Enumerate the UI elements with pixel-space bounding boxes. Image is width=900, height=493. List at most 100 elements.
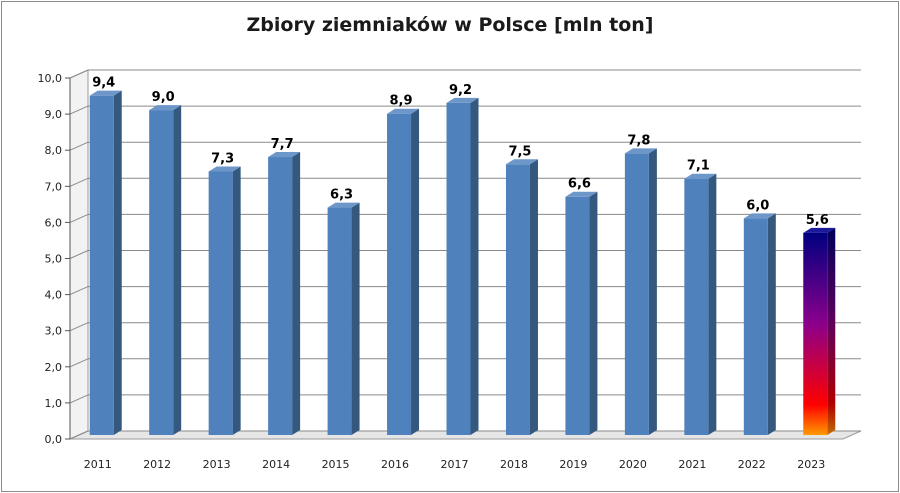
bar-2022: 6,0 [743, 198, 776, 435]
y-tick-label: 1,0 [45, 397, 63, 410]
bar-top [149, 105, 182, 111]
bar-2015: 6,3 [327, 188, 360, 435]
gridline-side [69, 213, 89, 223]
data-label: 7,5 [508, 144, 531, 159]
bar-top [268, 152, 301, 158]
bar-front [89, 95, 114, 435]
bar-side [708, 173, 717, 435]
x-tick-label: 2020 [619, 458, 647, 471]
bar-top [565, 191, 598, 197]
bar-side [113, 90, 122, 435]
x-tick-label: 2013 [203, 458, 231, 471]
data-label: 7,3 [211, 151, 234, 166]
bar-top [387, 108, 420, 114]
x-tick-label: 2016 [381, 458, 409, 471]
bar-2018: 7,5 [505, 144, 538, 435]
bar-2019: 6,6 [565, 177, 598, 435]
gridline-side [69, 358, 89, 368]
data-label: 6,6 [568, 177, 591, 192]
bar-top [803, 227, 836, 233]
bar-side [411, 108, 420, 436]
y-tick-label: 4,0 [45, 289, 63, 302]
x-tick-label: 2022 [738, 458, 766, 471]
bar-2016: 8,9 [387, 94, 420, 436]
bar-front [565, 196, 590, 435]
gridline-side [69, 322, 89, 332]
bar-2017: 9,2 [446, 83, 479, 435]
gridline-side [69, 286, 89, 296]
gridline-side [69, 177, 89, 187]
x-tick-label: 2014 [262, 458, 290, 471]
y-tick-label: 6,0 [45, 216, 63, 229]
bar-front [268, 157, 293, 435]
bar-2023: 5,6 [803, 213, 836, 435]
data-label: 7,7 [271, 137, 294, 152]
bars: 9,4 9,0 7,3 7,7 6,3 8,9 9,2 7,5 6,6 7,8 7,1 6,0 5,6 [89, 76, 836, 436]
bar-front [684, 178, 709, 435]
bar-side [173, 105, 182, 435]
bar-2014: 7,7 [268, 137, 301, 435]
bar-front [624, 153, 649, 436]
gridline-side [69, 105, 89, 115]
y-tick-label: 5,0 [45, 253, 63, 266]
bar-side [292, 152, 301, 435]
bar-side [470, 97, 479, 435]
x-tick-label: 2023 [797, 458, 825, 471]
x-tick-label: 2015 [322, 458, 350, 471]
bar-side [648, 148, 657, 436]
x-tick-label: 2017 [441, 458, 469, 471]
data-label: 8,9 [390, 94, 413, 109]
bar-side [767, 213, 776, 435]
gridline-side [69, 430, 89, 440]
bar-top [208, 166, 241, 172]
x-tick-label: 2011 [84, 458, 112, 471]
data-label: 9,0 [152, 90, 175, 105]
bar-front [803, 232, 828, 435]
gridline-side [69, 394, 89, 404]
bar-top [446, 97, 479, 103]
bar-front [505, 164, 530, 435]
x-tick-label: 2018 [500, 458, 528, 471]
y-axis: 0,0 1,0 2,0 3,0 4,0 5,0 6,0 7,0 8,0 9,0 10,0 [38, 72, 71, 446]
bar-front [387, 113, 412, 436]
data-label: 7,8 [627, 133, 650, 148]
bar-side [589, 191, 598, 435]
y-tick-label: 2,0 [45, 361, 63, 374]
y-tick-label: 9,0 [45, 108, 63, 121]
data-label: 6,0 [746, 198, 769, 213]
bar-front [149, 110, 174, 435]
x-tick-label: 2019 [559, 458, 587, 471]
bar-side [529, 159, 538, 435]
gridline-side [69, 69, 89, 79]
bar-top [327, 202, 360, 208]
y-tick-label: 3,0 [45, 325, 63, 338]
bar-side [827, 227, 836, 435]
bar-front [743, 218, 768, 435]
bar-2012: 9,0 [149, 90, 182, 435]
bar-2011: 9,4 [89, 76, 122, 435]
gridline-side [69, 250, 89, 259]
x-tick-label: 2021 [678, 458, 706, 471]
y-tick-label: 10,0 [38, 72, 63, 85]
y-tick-label: 7,0 [45, 180, 63, 193]
y-tick-label: 0,0 [45, 433, 63, 446]
bar-side [232, 166, 241, 435]
bar-2021: 7,1 [684, 159, 717, 435]
bar-top [624, 148, 657, 154]
bar-side [351, 202, 360, 435]
data-label: 7,1 [687, 159, 710, 174]
chart-title: Zbiory ziemniaków w Polsce [mln ton] [246, 14, 654, 36]
x-tick-label: 2012 [143, 458, 171, 471]
data-label: 6,3 [330, 188, 353, 203]
data-label: 9,2 [449, 83, 472, 98]
bar-2020: 7,8 [624, 133, 657, 436]
bar-front [446, 102, 471, 435]
bar-top [89, 90, 122, 96]
data-label: 9,4 [92, 76, 115, 91]
gridline-side [69, 141, 89, 151]
y-tick-label: 8,0 [45, 144, 63, 157]
bar-top [743, 213, 776, 219]
bar-2013: 7,3 [208, 151, 241, 435]
bar-front [327, 207, 352, 435]
